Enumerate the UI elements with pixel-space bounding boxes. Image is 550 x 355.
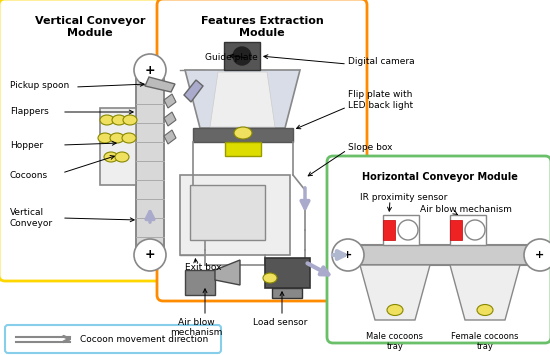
Circle shape bbox=[465, 220, 485, 240]
Ellipse shape bbox=[104, 152, 118, 162]
Ellipse shape bbox=[387, 305, 403, 316]
Polygon shape bbox=[164, 94, 176, 108]
Polygon shape bbox=[215, 260, 240, 285]
Circle shape bbox=[524, 239, 550, 271]
Ellipse shape bbox=[98, 133, 112, 143]
Text: Flip plate with
LED back light: Flip plate with LED back light bbox=[348, 90, 413, 110]
Bar bbox=[190, 185, 265, 240]
Text: Exit box: Exit box bbox=[185, 263, 222, 273]
Text: Load sensor: Load sensor bbox=[253, 318, 307, 327]
Text: Vertical Conveyor
Module: Vertical Conveyor Module bbox=[35, 16, 145, 38]
Polygon shape bbox=[100, 108, 136, 185]
Bar bbox=[450, 215, 486, 245]
Bar bbox=[193, 128, 293, 142]
Text: Slope box: Slope box bbox=[348, 143, 393, 153]
Text: Cocoon movement direction: Cocoon movement direction bbox=[80, 334, 208, 344]
Ellipse shape bbox=[122, 133, 136, 143]
Text: +: + bbox=[343, 250, 353, 260]
Bar bbox=[224, 42, 260, 70]
Text: Cocoons: Cocoons bbox=[10, 170, 48, 180]
Ellipse shape bbox=[123, 115, 137, 125]
Bar bbox=[265, 258, 310, 288]
Circle shape bbox=[233, 47, 251, 65]
FancyBboxPatch shape bbox=[0, 0, 183, 281]
FancyBboxPatch shape bbox=[5, 325, 221, 353]
Text: Male cocoons
tray: Male cocoons tray bbox=[366, 332, 424, 351]
Polygon shape bbox=[164, 130, 176, 144]
Bar bbox=[348, 245, 540, 265]
Polygon shape bbox=[450, 265, 520, 320]
Ellipse shape bbox=[115, 152, 129, 162]
Text: Air blow mechanism: Air blow mechanism bbox=[420, 206, 512, 214]
FancyBboxPatch shape bbox=[157, 0, 367, 301]
Text: Flappers: Flappers bbox=[10, 108, 49, 116]
Bar bbox=[450, 220, 462, 240]
Bar bbox=[383, 220, 395, 240]
Ellipse shape bbox=[263, 273, 277, 283]
Text: Female cocoons
tray: Female cocoons tray bbox=[451, 332, 519, 351]
Text: +: + bbox=[535, 250, 544, 260]
Bar bbox=[185, 270, 215, 295]
Text: IR proximity sensor: IR proximity sensor bbox=[360, 193, 447, 202]
Bar bbox=[272, 288, 302, 298]
Text: Pickup spoon: Pickup spoon bbox=[10, 81, 69, 89]
Text: +: + bbox=[145, 64, 155, 76]
Ellipse shape bbox=[110, 133, 124, 143]
Ellipse shape bbox=[234, 127, 252, 139]
Bar bbox=[136, 70, 164, 255]
Circle shape bbox=[332, 239, 364, 271]
Circle shape bbox=[134, 54, 166, 86]
Ellipse shape bbox=[477, 305, 493, 316]
Text: Digital camera: Digital camera bbox=[348, 58, 415, 66]
FancyBboxPatch shape bbox=[327, 156, 550, 343]
Bar bbox=[225, 142, 261, 156]
Circle shape bbox=[398, 220, 418, 240]
Polygon shape bbox=[164, 112, 176, 126]
Polygon shape bbox=[210, 72, 275, 127]
Polygon shape bbox=[360, 265, 430, 320]
Bar bbox=[180, 175, 290, 255]
Ellipse shape bbox=[100, 115, 114, 125]
Polygon shape bbox=[145, 77, 175, 92]
Text: +: + bbox=[145, 248, 155, 262]
Text: Features Extraction
Module: Features Extraction Module bbox=[201, 16, 323, 38]
Text: Hopper: Hopper bbox=[10, 141, 43, 149]
Polygon shape bbox=[185, 70, 300, 128]
Text: Air blow
mechanism: Air blow mechanism bbox=[170, 318, 222, 337]
Polygon shape bbox=[184, 80, 203, 102]
Text: Guide plate: Guide plate bbox=[205, 54, 258, 62]
Circle shape bbox=[134, 239, 166, 271]
Text: Horizontal Conveyor Module: Horizontal Conveyor Module bbox=[362, 172, 518, 182]
Text: Vertical
Conveyor: Vertical Conveyor bbox=[10, 208, 53, 228]
Bar bbox=[383, 215, 419, 245]
Ellipse shape bbox=[112, 115, 126, 125]
